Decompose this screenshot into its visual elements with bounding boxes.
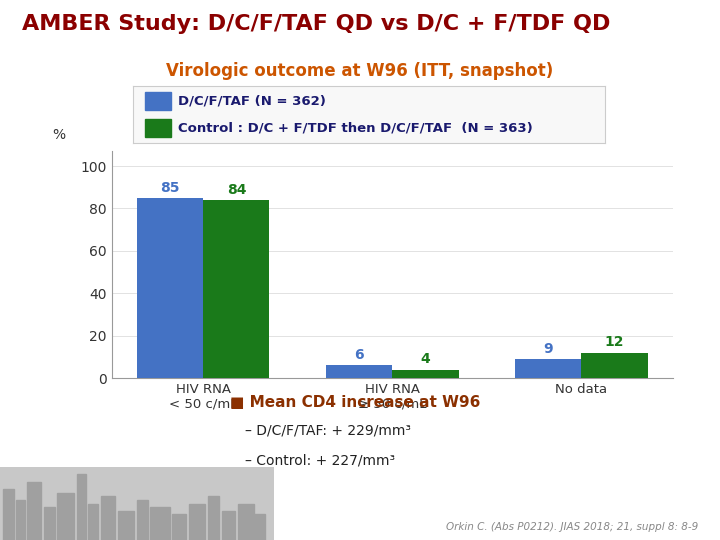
Bar (516, 359, 582, 378)
Bar (17, 500, 24, 540)
Bar (208, 496, 219, 540)
Bar (88, 503, 99, 540)
Bar (3, 489, 14, 540)
FancyBboxPatch shape (145, 92, 171, 110)
Bar (117, 511, 134, 540)
Text: – Control: + 227/mm³: – Control: + 227/mm³ (245, 454, 395, 468)
Text: 12: 12 (605, 335, 624, 349)
Bar (326, 365, 392, 378)
Text: – D/C/F/TAF: + 229/mm³: – D/C/F/TAF: + 229/mm³ (245, 424, 411, 438)
Bar (137, 198, 203, 378)
Bar (102, 496, 115, 540)
Bar (58, 492, 74, 540)
Text: Virologic outcome at W96 (ITT, snapshot): Virologic outcome at W96 (ITT, snapshot) (166, 62, 554, 80)
FancyBboxPatch shape (145, 119, 171, 137)
Bar (44, 507, 55, 540)
Text: 4: 4 (420, 352, 431, 366)
Bar (254, 515, 266, 540)
Text: Orkin C. (Abs P0212). JIAS 2018; 21, suppl 8: 8-9: Orkin C. (Abs P0212). JIAS 2018; 21, sup… (446, 522, 698, 532)
Text: ■ Mean CD4 increase at W96: ■ Mean CD4 increase at W96 (230, 395, 481, 410)
Bar (238, 503, 254, 540)
Bar (189, 503, 205, 540)
Bar (392, 369, 459, 378)
Text: %: % (53, 128, 66, 142)
Text: AMBER Study: D/C/F/TAF QD vs D/C + F/TDF QD: AMBER Study: D/C/F/TAF QD vs D/C + F/TDF… (22, 14, 610, 33)
Text: 6: 6 (354, 348, 364, 362)
Bar (76, 474, 86, 540)
Bar (137, 500, 148, 540)
Bar (203, 200, 269, 378)
Text: 84: 84 (227, 183, 246, 197)
Text: 85: 85 (161, 181, 180, 194)
Text: Control : D/C + F/TDF then D/C/F/TAF  (N = 363): Control : D/C + F/TDF then D/C/F/TAF (N … (178, 122, 533, 134)
Bar (150, 507, 170, 540)
Text: D/C/F/TAF (N = 362): D/C/F/TAF (N = 362) (178, 94, 326, 107)
Bar (172, 515, 186, 540)
Bar (27, 482, 41, 540)
Text: 9: 9 (544, 342, 553, 356)
Bar (222, 511, 235, 540)
Bar (582, 353, 648, 378)
